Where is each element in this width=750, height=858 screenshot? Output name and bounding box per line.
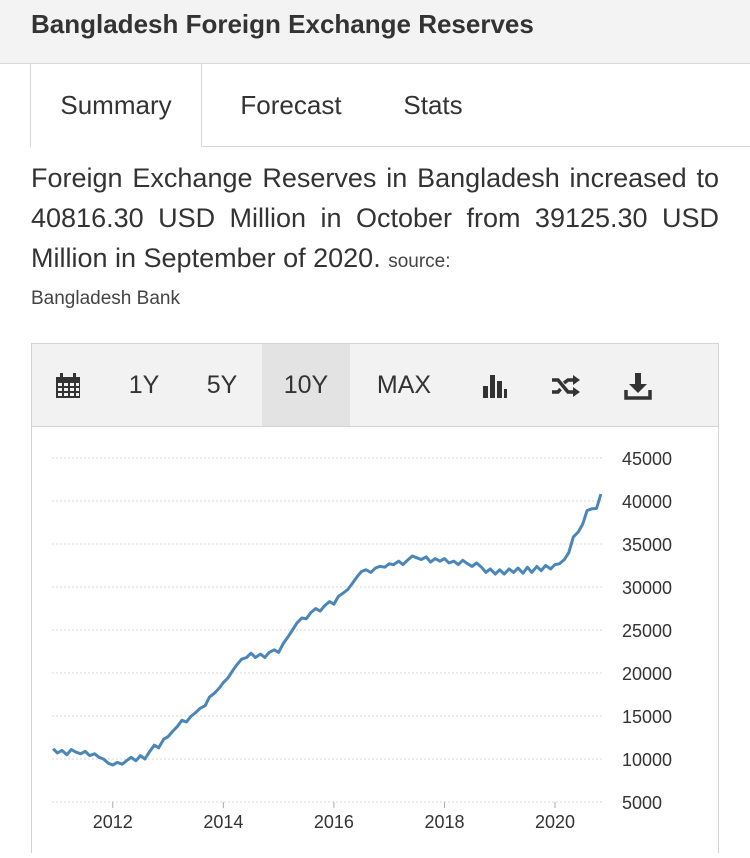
y-axis: 5000 10000 15000 20000 25000 30000 35000 40000 4… (622, 449, 672, 813)
bar-chart-icon[interactable] (472, 344, 516, 426)
y-tick-label: 45000 (622, 449, 672, 469)
shuffle-icon[interactable] (544, 344, 588, 426)
range-1y-button[interactable]: 1Y (128, 371, 160, 399)
y-tick-label: 30000 (622, 578, 672, 598)
y-tick-label: 35000 (622, 535, 672, 555)
y-tick-label: 25000 (622, 621, 672, 641)
source-label: source: (388, 251, 451, 272)
range-5y-button[interactable]: 5Y (206, 371, 238, 399)
x-tick-label: 2016 (314, 812, 354, 832)
tab-bar: Summary Forecast Stats (30, 64, 750, 147)
chart-toolbar: 1Y 5Y 10Y MAX (31, 343, 719, 427)
y-tick-label: 20000 (622, 664, 672, 684)
range-10y-button[interactable]: 10Y (262, 344, 350, 426)
page-header: Bangladesh Foreign Exchange Reserves (0, 0, 750, 64)
range-max-button[interactable]: MAX (376, 371, 432, 399)
series-line (52, 493, 603, 767)
tab-summary[interactable]: Summary (30, 64, 202, 147)
download-icon[interactable] (616, 344, 660, 426)
tab-stats[interactable]: Stats (403, 90, 463, 120)
tab-forecast[interactable]: Forecast (240, 90, 342, 120)
chart-container: 2012 2014 2016 2018 2020 5000 10000 15000 20000… (31, 426, 719, 853)
x-axis: 2012 2014 2016 2018 2020 (93, 802, 575, 832)
y-tick-label: 5000 (622, 793, 662, 813)
x-tick-label: 2018 (424, 812, 464, 832)
y-tick-label: 15000 (622, 707, 672, 727)
x-tick-label: 2012 (93, 812, 133, 832)
summary-text-block: Foreign Exchange Reserves in Bangladesh … (31, 158, 719, 282)
x-tick-label: 2014 (203, 812, 243, 832)
y-tick-label: 10000 (622, 750, 672, 770)
y-tick-label: 40000 (622, 492, 672, 512)
chart-grid (52, 457, 602, 803)
line-chart: 2012 2014 2016 2018 2020 5000 10000 15000 20000… (52, 449, 672, 832)
x-tick-label: 2020 (535, 812, 575, 832)
page-title: Bangladesh Foreign Exchange Reserves (31, 9, 534, 39)
source-name: Bangladesh Bank (31, 288, 180, 309)
summary-text: Foreign Exchange Reserves in Bangladesh … (31, 163, 719, 273)
calendar-icon[interactable] (46, 344, 90, 426)
